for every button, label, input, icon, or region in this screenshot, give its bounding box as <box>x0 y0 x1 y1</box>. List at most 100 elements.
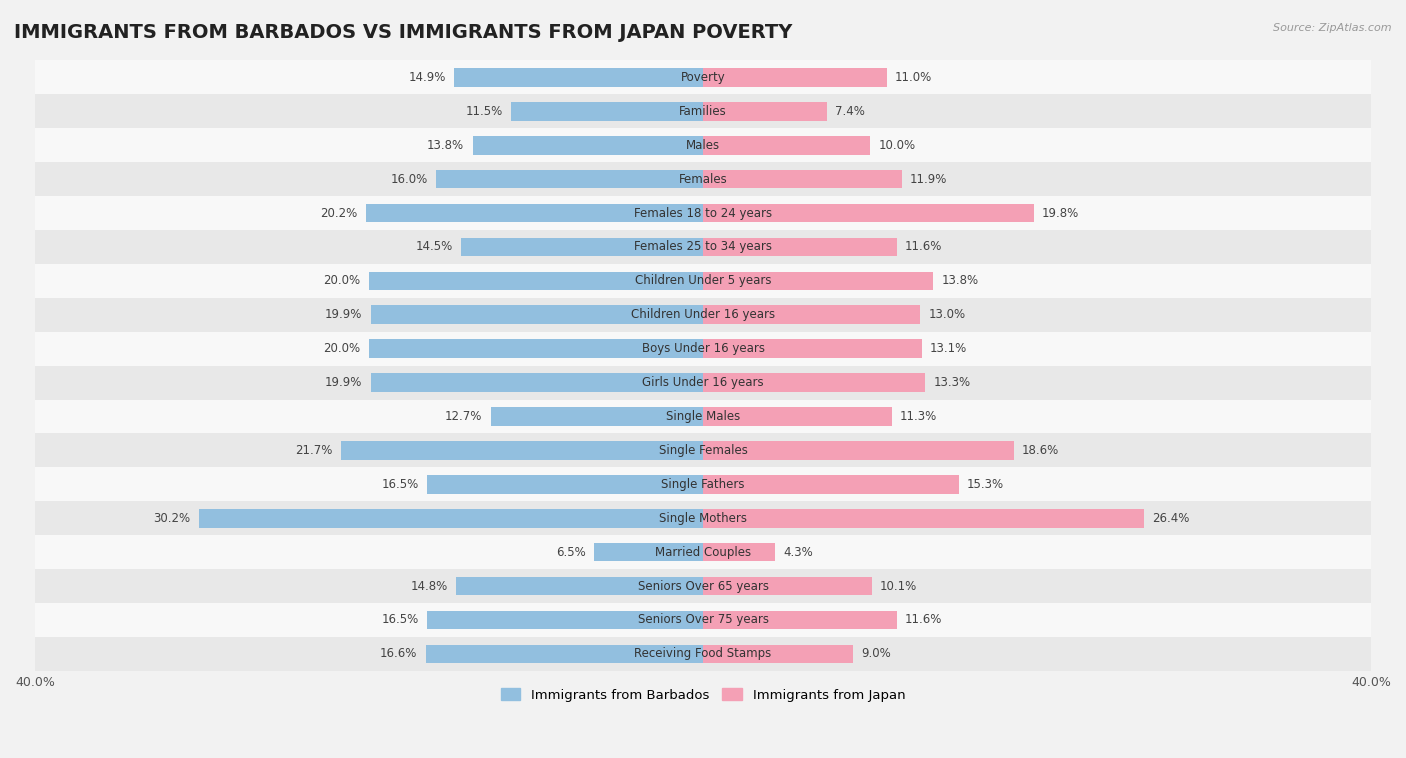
Text: 15.3%: 15.3% <box>967 478 1004 491</box>
Bar <box>35 468 1371 501</box>
Text: 16.5%: 16.5% <box>382 613 419 626</box>
Text: 12.7%: 12.7% <box>446 410 482 423</box>
Bar <box>461 238 703 256</box>
Text: Males: Males <box>686 139 720 152</box>
Text: 9.0%: 9.0% <box>862 647 891 660</box>
Text: Seniors Over 75 years: Seniors Over 75 years <box>637 613 769 626</box>
Text: 13.1%: 13.1% <box>931 342 967 356</box>
Bar <box>35 230 1371 264</box>
Text: Single Females: Single Females <box>658 444 748 457</box>
Bar <box>35 332 1371 365</box>
Text: 18.6%: 18.6% <box>1022 444 1059 457</box>
Text: 10.0%: 10.0% <box>879 139 915 152</box>
Text: 16.5%: 16.5% <box>382 478 419 491</box>
Bar <box>703 509 1144 528</box>
Text: 14.8%: 14.8% <box>411 580 447 593</box>
Bar <box>703 170 901 189</box>
Bar <box>366 204 703 222</box>
Text: Married Couples: Married Couples <box>655 546 751 559</box>
Bar <box>703 102 827 121</box>
Bar <box>703 271 934 290</box>
Bar <box>703 644 853 663</box>
Bar <box>35 162 1371 196</box>
Text: Children Under 5 years: Children Under 5 years <box>634 274 772 287</box>
Text: Poverty: Poverty <box>681 71 725 84</box>
Bar <box>427 475 703 493</box>
Bar <box>35 128 1371 162</box>
Text: 6.5%: 6.5% <box>557 546 586 559</box>
Bar <box>703 611 897 629</box>
Bar <box>371 305 703 324</box>
Bar <box>436 170 703 189</box>
Text: IMMIGRANTS FROM BARBADOS VS IMMIGRANTS FROM JAPAN POVERTY: IMMIGRANTS FROM BARBADOS VS IMMIGRANTS F… <box>14 23 793 42</box>
Bar <box>456 577 703 595</box>
Text: 19.9%: 19.9% <box>325 376 363 389</box>
Bar <box>703 136 870 155</box>
Bar <box>703 340 922 358</box>
Text: 13.8%: 13.8% <box>427 139 464 152</box>
Bar <box>703 373 925 392</box>
Bar <box>35 637 1371 671</box>
Bar <box>703 475 959 493</box>
Bar <box>368 340 703 358</box>
Bar <box>35 434 1371 468</box>
Text: 26.4%: 26.4% <box>1153 512 1189 525</box>
Bar <box>35 603 1371 637</box>
Text: 11.6%: 11.6% <box>905 613 942 626</box>
Text: 14.5%: 14.5% <box>415 240 453 253</box>
Text: 10.1%: 10.1% <box>880 580 917 593</box>
Text: 19.9%: 19.9% <box>325 309 363 321</box>
Text: Females 18 to 24 years: Females 18 to 24 years <box>634 207 772 220</box>
Text: Single Fathers: Single Fathers <box>661 478 745 491</box>
Text: 11.3%: 11.3% <box>900 410 938 423</box>
Bar <box>35 264 1371 298</box>
Bar <box>340 441 703 460</box>
Bar <box>35 365 1371 399</box>
Text: Boys Under 16 years: Boys Under 16 years <box>641 342 765 356</box>
Bar <box>35 61 1371 95</box>
Bar <box>371 373 703 392</box>
Bar <box>595 543 703 562</box>
Text: 13.8%: 13.8% <box>942 274 979 287</box>
Bar <box>703 407 891 426</box>
Text: 11.9%: 11.9% <box>910 173 948 186</box>
Bar <box>703 238 897 256</box>
Text: 20.2%: 20.2% <box>321 207 357 220</box>
Text: 21.7%: 21.7% <box>295 444 332 457</box>
Bar <box>35 535 1371 569</box>
Bar <box>703 68 887 86</box>
Bar <box>703 543 775 562</box>
Text: 16.6%: 16.6% <box>380 647 418 660</box>
Text: Source: ZipAtlas.com: Source: ZipAtlas.com <box>1274 23 1392 33</box>
Bar <box>35 196 1371 230</box>
Text: Children Under 16 years: Children Under 16 years <box>631 309 775 321</box>
Text: 4.3%: 4.3% <box>783 546 813 559</box>
Text: 13.3%: 13.3% <box>934 376 970 389</box>
Text: 20.0%: 20.0% <box>323 274 360 287</box>
Bar <box>35 569 1371 603</box>
Text: Girls Under 16 years: Girls Under 16 years <box>643 376 763 389</box>
Bar <box>426 644 703 663</box>
Bar <box>703 577 872 595</box>
Text: Seniors Over 65 years: Seniors Over 65 years <box>637 580 769 593</box>
Text: Families: Families <box>679 105 727 117</box>
Bar <box>703 204 1033 222</box>
Text: 11.0%: 11.0% <box>896 71 932 84</box>
Text: Single Mothers: Single Mothers <box>659 512 747 525</box>
Text: Single Males: Single Males <box>666 410 740 423</box>
Text: Females 25 to 34 years: Females 25 to 34 years <box>634 240 772 253</box>
Bar <box>454 68 703 86</box>
Bar <box>35 399 1371 434</box>
Bar <box>198 509 703 528</box>
Text: 16.0%: 16.0% <box>391 173 427 186</box>
Bar <box>703 305 920 324</box>
Text: 7.4%: 7.4% <box>835 105 865 117</box>
Text: 13.0%: 13.0% <box>928 309 966 321</box>
Legend: Immigrants from Barbados, Immigrants from Japan: Immigrants from Barbados, Immigrants fro… <box>495 683 911 707</box>
Text: 14.9%: 14.9% <box>408 71 446 84</box>
Text: 19.8%: 19.8% <box>1042 207 1080 220</box>
Bar <box>427 611 703 629</box>
Text: Females: Females <box>679 173 727 186</box>
Text: 30.2%: 30.2% <box>153 512 190 525</box>
Bar <box>472 136 703 155</box>
